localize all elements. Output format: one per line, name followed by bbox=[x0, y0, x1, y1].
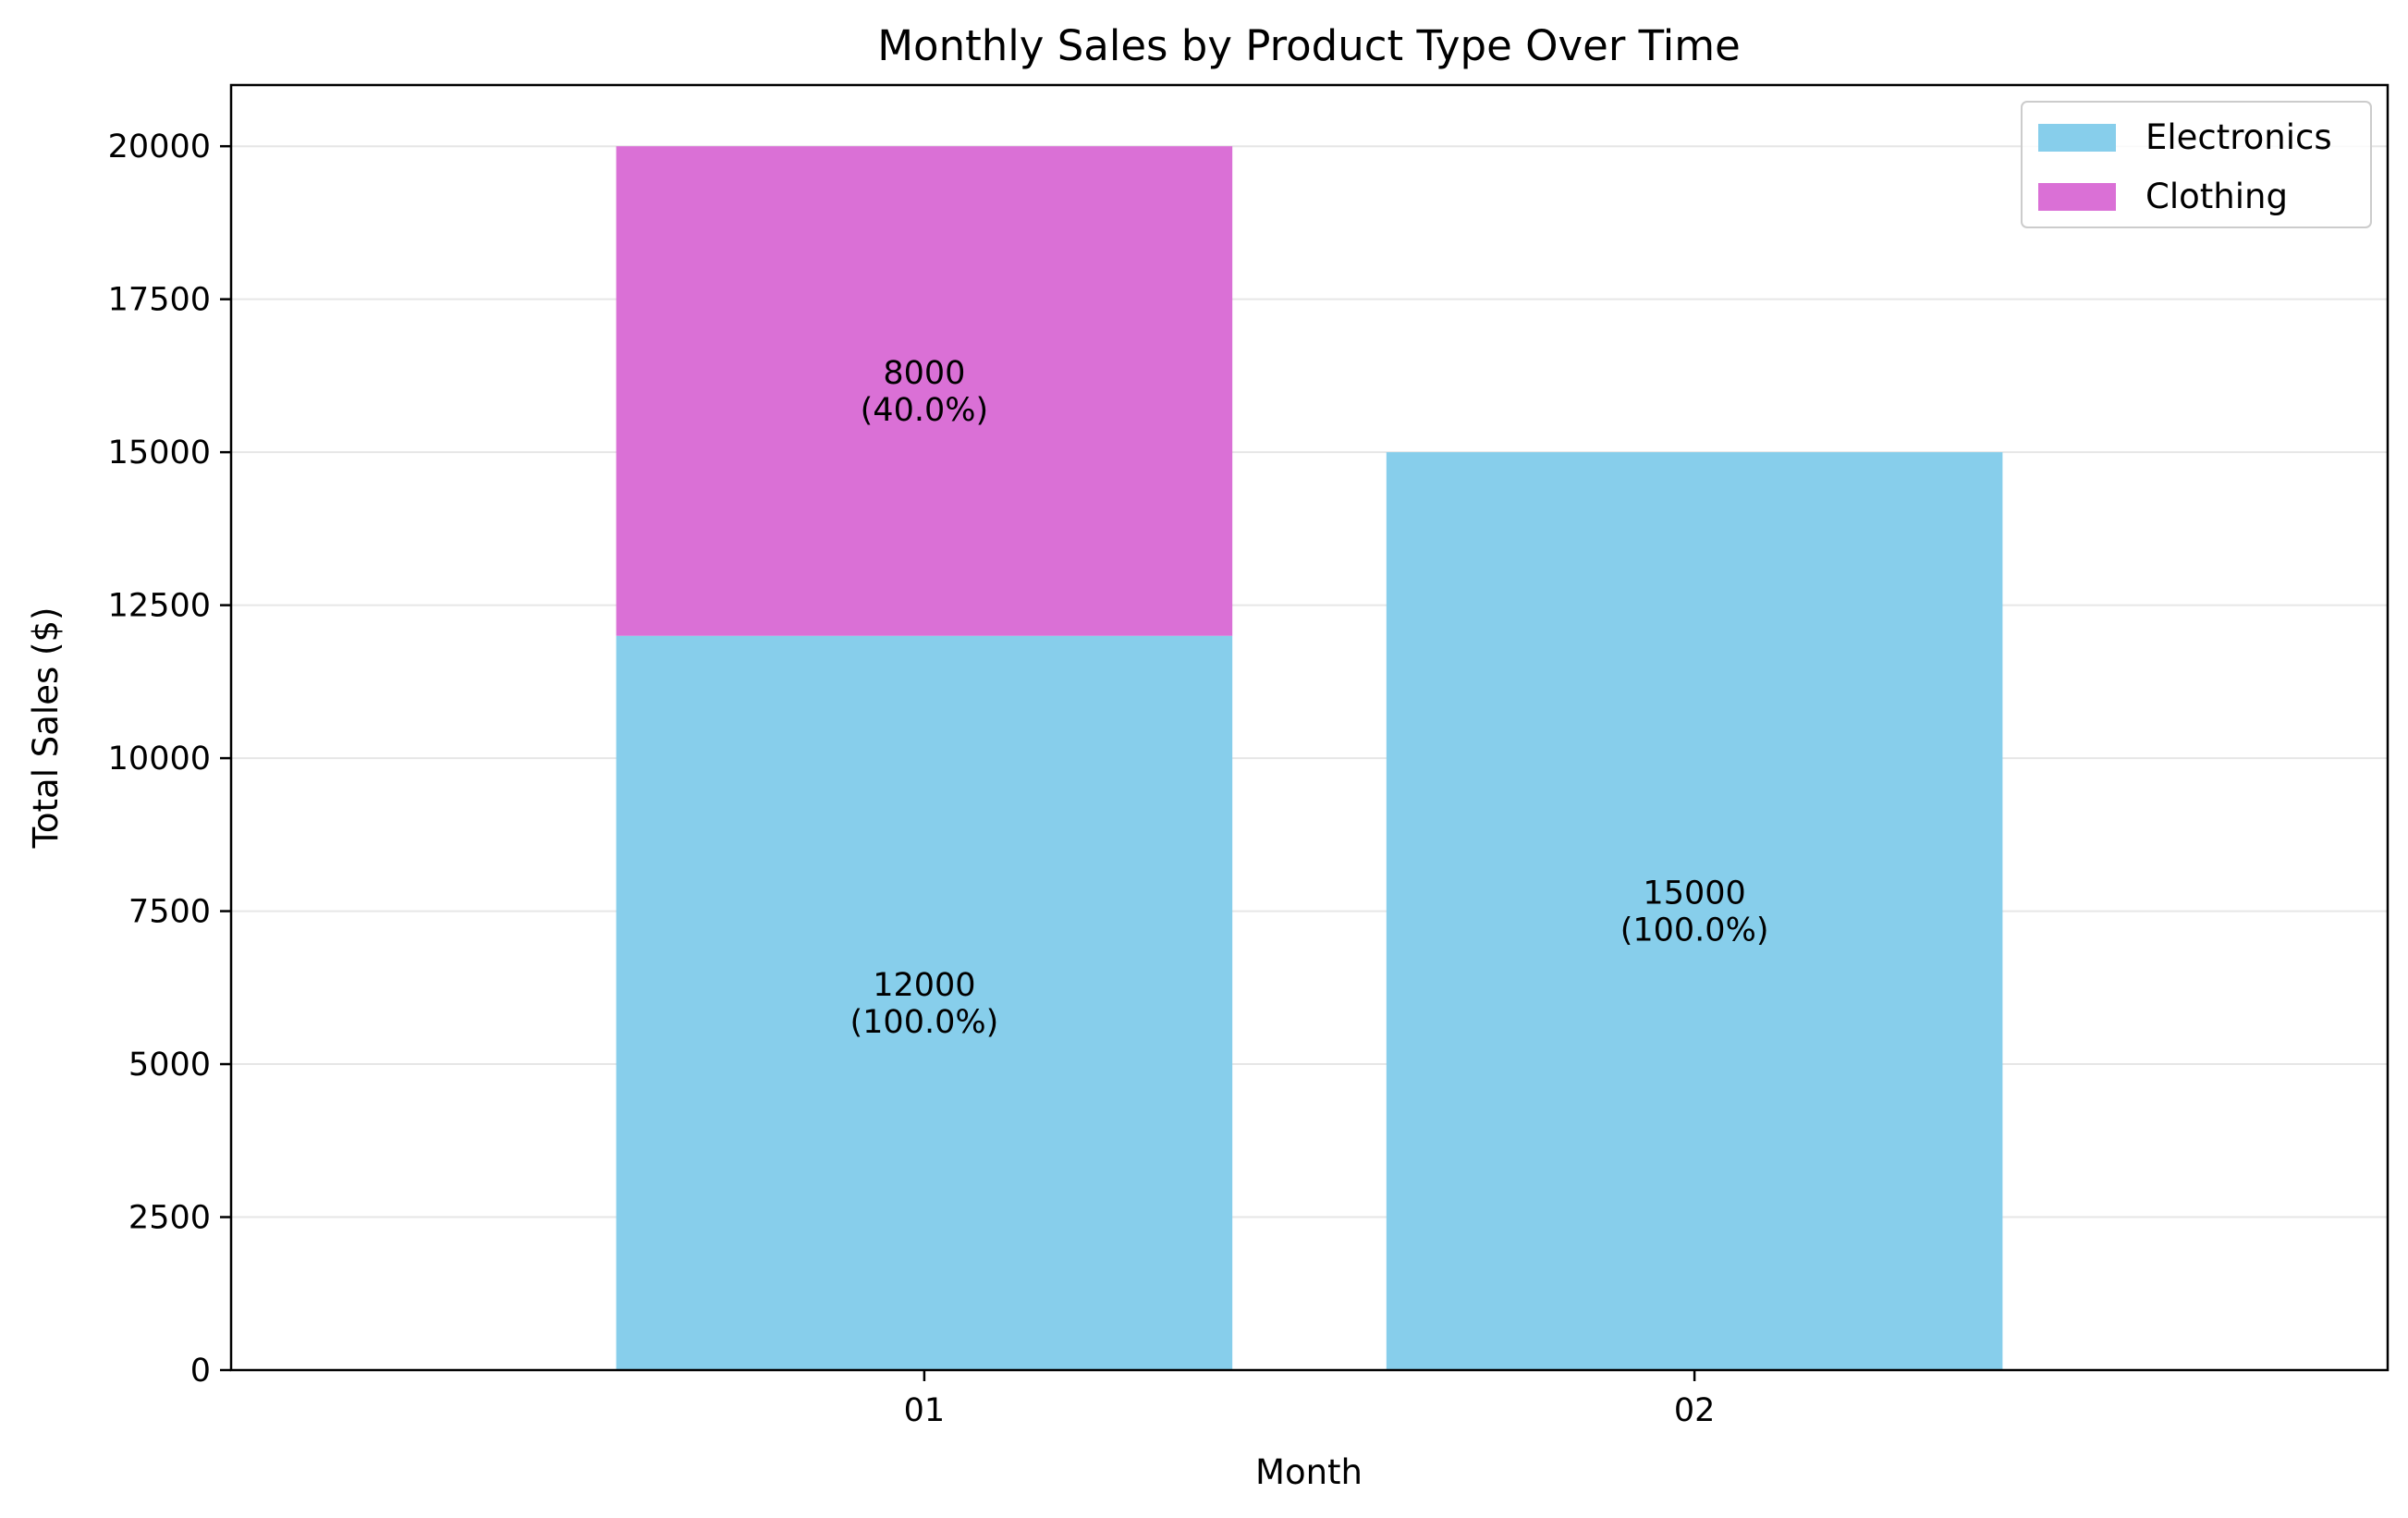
legend-swatch-clothing bbox=[2038, 183, 2116, 211]
y-tick-label: 0 bbox=[190, 1353, 211, 1389]
bar-electronics-02 bbox=[1386, 452, 2003, 1371]
data-label-clothing-01: 8000 (40.0%) bbox=[861, 355, 989, 429]
y-tick-label: 17500 bbox=[108, 282, 211, 319]
bars bbox=[616, 146, 2003, 1371]
plot-area-frame bbox=[229, 83, 2390, 1372]
bar-electronics-01 bbox=[616, 635, 1233, 1370]
y-axis: 0 2500 5000 7500 10000 12500 15000 17500 20000 bbox=[108, 129, 231, 1389]
legend-swatch-electronics bbox=[2038, 124, 2116, 152]
bar-clothing-01 bbox=[616, 146, 1233, 636]
data-label-electronics-02: 15000 (100.0%) bbox=[1620, 875, 1769, 949]
legend-label-electronics: Electronics bbox=[2145, 117, 2332, 157]
data-label-electronics-01: 12000 (100.0%) bbox=[850, 967, 999, 1041]
y-tick-label: 2500 bbox=[128, 1200, 211, 1237]
x-axis-label: Month bbox=[1255, 1452, 1363, 1492]
y-tick-label: 20000 bbox=[108, 129, 211, 165]
chart-title: Monthly Sales by Product Type Over Time bbox=[877, 21, 1741, 70]
legend[interactable]: Electronics Clothing bbox=[2021, 101, 2372, 228]
x-tick-label: 02 bbox=[1674, 1392, 1716, 1429]
y-tick-label: 10000 bbox=[108, 741, 211, 777]
y-tick-label: 15000 bbox=[108, 435, 211, 471]
x-axis: 01 02 bbox=[904, 1370, 1716, 1429]
data-labels: 12000 (100.0%) 15000 (100.0%) 8000 (40.0%) bbox=[850, 355, 1769, 1041]
y-tick-label: 5000 bbox=[128, 1047, 211, 1083]
y-tick-label: 12500 bbox=[108, 588, 211, 625]
y-axis-label: Total Sales ($) bbox=[26, 607, 66, 850]
y-tick-label: 7500 bbox=[128, 894, 211, 931]
legend-label-clothing: Clothing bbox=[2145, 177, 2288, 216]
x-tick-label: 01 bbox=[904, 1392, 946, 1429]
